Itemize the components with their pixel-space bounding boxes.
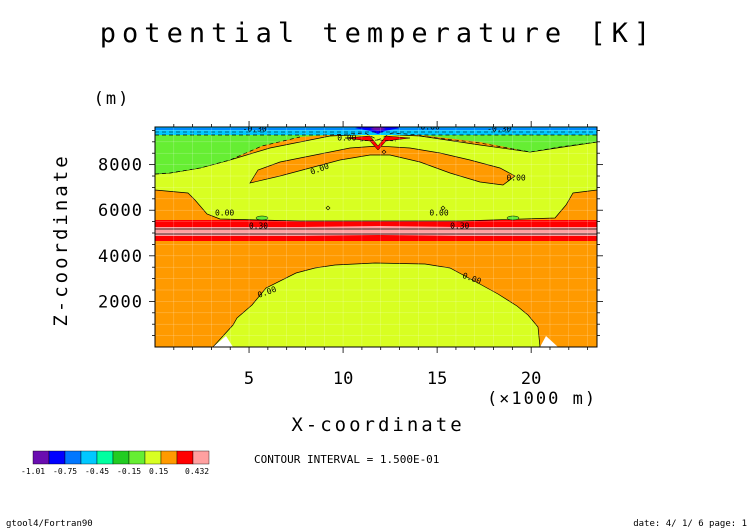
fill-green-left xyxy=(155,135,330,174)
plot-area: -0.300.00-0.60 -0.300.000.000.00 0.000.30 0… xyxy=(98,121,603,389)
colorbar-swatch-2 xyxy=(64,450,82,465)
contour-label-6: 0.00 xyxy=(215,209,234,218)
colorbar-label-1: -0.75 xyxy=(53,467,77,476)
contour-neg-0.30 xyxy=(155,132,597,141)
x-tick-label-15: 15 xyxy=(427,369,447,389)
contour-label-0: -0.30 xyxy=(243,125,267,134)
contour-label-8: 0.30 xyxy=(249,221,268,230)
x-tick-label-5: 5 xyxy=(244,369,254,389)
colorbar-label-3: -0.15 xyxy=(117,467,141,476)
colorbar-swatch-6 xyxy=(128,450,146,465)
colorbar-swatch-0 xyxy=(32,450,50,465)
y-tick-label-4000: 4000 xyxy=(98,247,143,267)
fill-yellow-dome xyxy=(212,262,541,347)
fill-green-right xyxy=(420,135,597,152)
grid xyxy=(155,127,597,347)
colorbar: -1.01 -0.75 -0.45 -0.15 0.15 0.432 xyxy=(21,450,210,476)
contour-label-2: -0.60 xyxy=(416,122,440,131)
y-tick-label-6000: 6000 xyxy=(98,201,143,221)
small-feature-diamond-1 xyxy=(440,205,446,211)
ticks xyxy=(149,121,603,353)
y-axis-unit: (m) xyxy=(94,89,131,109)
colorbar-swatch-8 xyxy=(160,450,178,465)
fill-orange-lens xyxy=(249,145,516,186)
fill-corner-left xyxy=(213,336,233,347)
footer-software: gtool4/Fortran90 xyxy=(6,519,93,529)
contour-label-5: 0.00 xyxy=(506,174,525,183)
contour-label-7: 0.00 xyxy=(429,209,448,218)
small-feature-diamond-0 xyxy=(325,205,331,211)
plot-frame xyxy=(154,126,598,348)
footer-date-page: date: 4/ 1/ 6 page: 1 xyxy=(633,519,747,529)
colorbar-label-5: 0.432 xyxy=(185,467,209,476)
contour-fills: -0.300.00-0.60 -0.300.000.000.00 0.000.30 0… xyxy=(155,122,597,347)
contour-label-9: 0.30 xyxy=(450,221,469,230)
small-feature-green-0 xyxy=(255,215,269,221)
colorbar-swatch-3 xyxy=(80,450,98,465)
y-tick-label-8000: 8000 xyxy=(98,156,143,176)
x-tick-label-10: 10 xyxy=(333,369,353,389)
contour-neg-0.15-right xyxy=(419,135,597,153)
x-axis-label: X-coordinate xyxy=(291,414,464,436)
y-axis-label: Z-coordinate xyxy=(50,153,72,326)
contour-interval-label: CONTOUR INTERVAL = 1.500E-01 xyxy=(254,453,439,466)
colorbar-swatch-4 xyxy=(96,450,114,465)
fill-purple-core xyxy=(370,127,386,131)
colorbar-swatch-10 xyxy=(192,450,210,465)
colorbar-label-2: -0.45 xyxy=(85,467,109,476)
colorbar-label-4: 0.15 xyxy=(149,467,168,476)
colorbar-swatch-1 xyxy=(48,450,66,465)
chart-title: potential temperature [K] xyxy=(100,18,656,49)
colorbar-swatch-7 xyxy=(144,450,162,465)
colorbar-swatch-5 xyxy=(112,450,130,465)
fill-red-notch xyxy=(344,135,411,151)
contour-label-3: -0.30 xyxy=(487,125,511,134)
colorbar-swatch-9 xyxy=(176,450,194,465)
colorbar-label-0: -1.01 xyxy=(21,467,45,476)
contour-label-1: 0.00 xyxy=(337,134,356,143)
x-tick-label-20: 20 xyxy=(521,369,541,389)
small-feature-green-1 xyxy=(506,215,520,221)
contour-neg-0.45 xyxy=(359,139,397,142)
small-feature-diamond-2 xyxy=(381,149,387,155)
fill-corner-right xyxy=(540,336,558,347)
x-axis-unit: (×1000 m) xyxy=(487,389,597,409)
fill-pink-band xyxy=(155,226,597,236)
y-tick-label-2000: 2000 xyxy=(98,292,143,312)
